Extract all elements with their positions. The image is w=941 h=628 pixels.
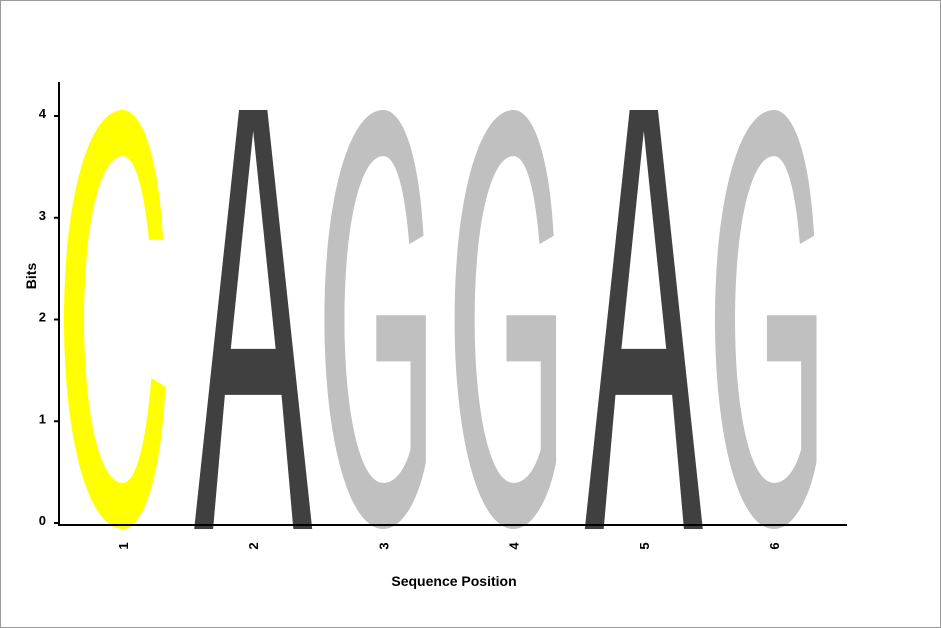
y-tick-label: 0: [39, 513, 46, 528]
x-axis-title: Sequence Position: [391, 573, 516, 589]
x-tick-label: 6: [767, 542, 782, 549]
letters-layer: [64, 110, 817, 529]
y-ticks: 0 1 2 3 4: [39, 106, 59, 528]
x-tick-label: 3: [376, 542, 391, 549]
letter-C-shape: [64, 110, 166, 529]
logo-letter-a-pos-5: [584, 110, 703, 529]
letter-G-shape: [454, 110, 557, 529]
logo-letter-g-pos-4: [454, 110, 557, 529]
y-tick-label: 1: [39, 411, 46, 426]
logo-letter-g-pos-6: [715, 110, 817, 529]
y-tick-label: 3: [39, 208, 46, 223]
x-tick-label: 2: [246, 542, 261, 549]
y-tick-label: 2: [39, 310, 46, 325]
logo-letter-a-pos-2: [194, 110, 313, 529]
x-tick-label: 1: [116, 542, 131, 549]
letter-G-shape: [324, 110, 426, 529]
y-axis-title: Bits: [23, 263, 39, 290]
letter-A-shape: [194, 110, 313, 529]
x-ticks: 1 2 3 4 5 6: [116, 542, 782, 550]
logo-letter-c-pos-1: [64, 110, 166, 529]
axes-layer: [58, 82, 847, 526]
x-tick-label: 4: [507, 542, 522, 550]
letter-G-shape: [715, 110, 817, 529]
x-tick-label: 5: [637, 542, 652, 549]
letter-A-shape: [584, 110, 703, 529]
y-tick-label: 4: [39, 106, 47, 121]
logo-letter-g-pos-3: [324, 110, 426, 529]
